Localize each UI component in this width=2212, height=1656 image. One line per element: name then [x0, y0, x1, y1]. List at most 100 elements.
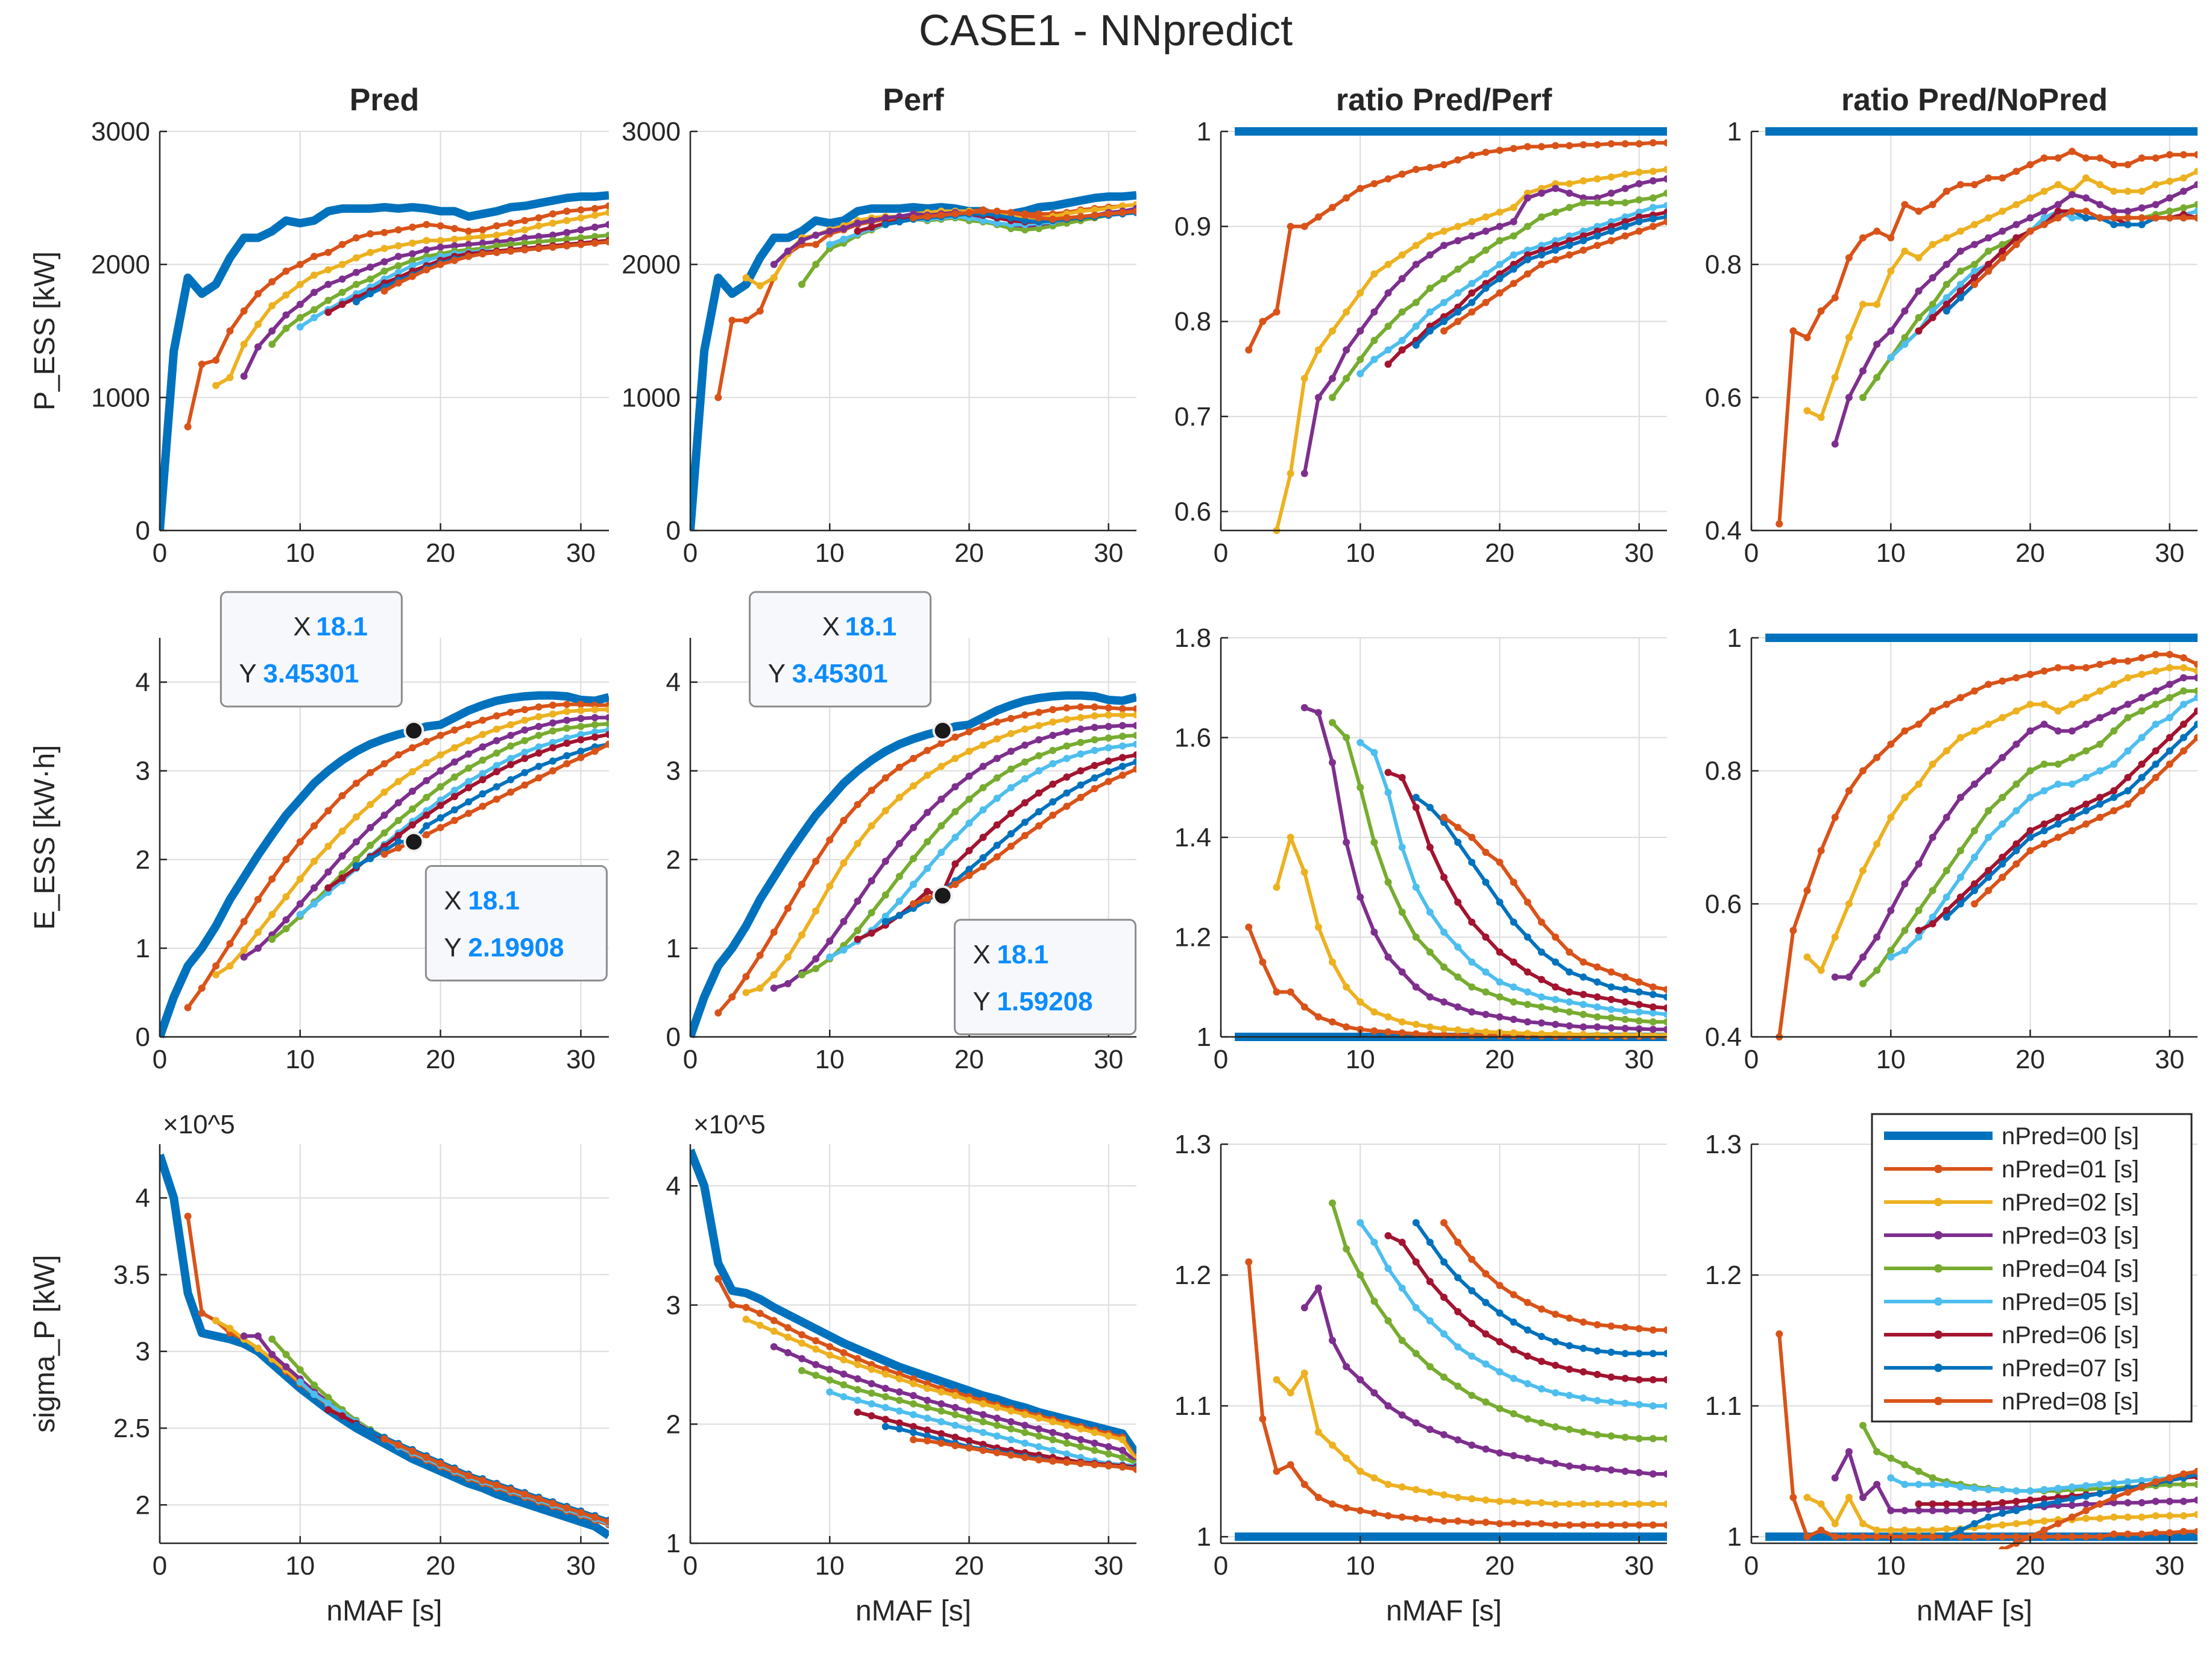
- data-point: [1468, 983, 1476, 991]
- data-point: [854, 1408, 862, 1416]
- data-point: [1384, 260, 1392, 268]
- data-point: [1314, 346, 1322, 354]
- data-point: [2082, 807, 2090, 814]
- data-point: [979, 1411, 987, 1418]
- datatip-y-label: Y: [444, 933, 461, 962]
- data-point: [2096, 714, 2104, 722]
- data-point: [1593, 232, 1601, 240]
- data-point: [1593, 963, 1601, 971]
- data-point: [965, 772, 973, 780]
- data-point: [1021, 1421, 1029, 1429]
- panel-title: ratio Pred/NoPred: [1841, 83, 2108, 118]
- data-point: [1496, 275, 1504, 283]
- data-point: [2082, 1514, 2090, 1522]
- data-point: [1370, 336, 1378, 344]
- data-point: [1329, 1441, 1336, 1449]
- data-point: [2040, 1517, 2048, 1525]
- data-point: [521, 748, 529, 756]
- data-point: [605, 720, 609, 728]
- datatip-y-value: 2.19908: [468, 933, 564, 962]
- data-point: [1077, 1443, 1085, 1450]
- datatip[interactable]: X 18.1Y 3.45301: [749, 591, 953, 741]
- datatip-marker[interactable]: [403, 720, 424, 741]
- data-point: [535, 713, 543, 720]
- data-point: [993, 774, 1001, 782]
- data-point: [1482, 247, 1490, 254]
- data-point: [1831, 294, 1839, 301]
- data-point: [1915, 860, 1923, 868]
- data-point: [409, 821, 417, 829]
- data-point: [1524, 1520, 1531, 1528]
- data-point: [1915, 254, 1923, 262]
- x-tick-label: 0: [153, 1045, 167, 1074]
- data-point: [1118, 722, 1126, 729]
- data-point: [2124, 747, 2132, 755]
- data-point: [591, 733, 599, 741]
- data-point: [1426, 908, 1434, 916]
- data-point: [380, 1435, 388, 1443]
- data-point: [1273, 1467, 1281, 1475]
- data-point: [1412, 1350, 1420, 1358]
- data-point: [1621, 232, 1629, 240]
- datatip-marker[interactable]: [403, 831, 424, 852]
- data-point: [1245, 923, 1253, 931]
- data-point: [2012, 860, 2020, 868]
- data-point: [1537, 1419, 1545, 1427]
- data-point: [1007, 1425, 1015, 1433]
- data-point: [577, 226, 585, 234]
- datatip[interactable]: X 18.1Y 3.45301: [219, 591, 424, 741]
- data-point: [1956, 1500, 1964, 1508]
- legend[interactable]: nPred=00 [s]nPred=01 [s]nPred=02 [s]nPre…: [1871, 1113, 2193, 1423]
- data-point: [1300, 1304, 1308, 1312]
- data-point: [1929, 1500, 1936, 1508]
- data-point: [1482, 1270, 1490, 1277]
- data-point: [1398, 336, 1406, 344]
- data-point: [2054, 780, 2062, 788]
- data-point: [993, 207, 1001, 215]
- data-point: [1887, 907, 1895, 915]
- data-point: [1943, 300, 1950, 308]
- data-point: [2068, 807, 2076, 814]
- data-point: [1552, 1021, 1559, 1028]
- data-point: [549, 210, 556, 218]
- data-point: [2096, 687, 2104, 695]
- data-point: [924, 1414, 931, 1422]
- datatip-marker[interactable]: [932, 720, 953, 741]
- data-point: [1357, 893, 1364, 901]
- data-point: [979, 854, 987, 861]
- data-point: [409, 272, 417, 280]
- data-point: [1552, 256, 1559, 263]
- series-line-0: [690, 691, 1136, 1039]
- datatip[interactable]: X 18.1Y 2.19908: [403, 831, 608, 981]
- data-point: [352, 234, 360, 242]
- datatip-marker[interactable]: [932, 885, 953, 906]
- data-point: [1384, 1265, 1392, 1273]
- data-point: [840, 1381, 848, 1389]
- data-point: [577, 241, 585, 248]
- data-point: [1300, 1481, 1308, 1488]
- data-point: [1482, 213, 1490, 221]
- data-point: [868, 1365, 875, 1373]
- data-point: [1901, 341, 1909, 348]
- data-point: [1999, 793, 2006, 801]
- data-point: [1621, 170, 1629, 178]
- data-point: [770, 984, 778, 992]
- data-point: [1552, 1311, 1559, 1318]
- data-point: [2138, 1530, 2146, 1538]
- data-point: [521, 239, 529, 247]
- data-point: [965, 1437, 973, 1445]
- data-point: [1859, 867, 1867, 875]
- y-tick-label: 1.2: [1174, 923, 1211, 952]
- data-point: [338, 241, 346, 248]
- data-point: [1384, 878, 1392, 886]
- data-point: [2026, 1487, 2034, 1495]
- y-tick-label: 0.4: [1705, 516, 1742, 546]
- data-point: [1649, 1435, 1657, 1443]
- datatip[interactable]: X 18.1Y 1.59208: [932, 885, 1137, 1036]
- data-point: [924, 1426, 931, 1434]
- data-point: [1398, 170, 1406, 178]
- data-point: [2012, 707, 2020, 715]
- data-point: [1510, 1346, 1517, 1353]
